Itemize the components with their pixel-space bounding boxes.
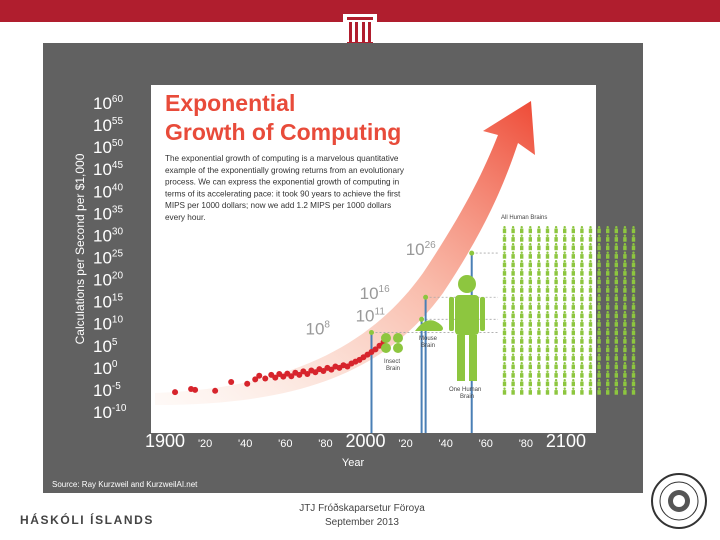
y-tick-label: 1020 — [93, 271, 123, 290]
data-point — [228, 378, 235, 385]
data-point — [212, 387, 219, 394]
y-tick-label: 10-5 — [93, 381, 121, 400]
y-tick-label: 105 — [93, 337, 118, 356]
y-tick-label: 1025 — [93, 249, 123, 268]
data-point — [288, 373, 295, 380]
milestone-marker — [368, 330, 374, 336]
description-line: every hour. — [165, 213, 206, 222]
x-tick-label: '60 — [479, 438, 493, 450]
description-line: process. We can express the exponential … — [165, 178, 400, 187]
top-bar — [0, 0, 720, 22]
data-point — [372, 346, 379, 353]
y-tick-label: 100 — [93, 359, 118, 378]
y-tick-label: 1030 — [93, 226, 123, 245]
x-tick-label: '40 — [238, 438, 252, 450]
all-humans-label: All Human Brains — [501, 215, 547, 221]
x-tick-label: '80 — [519, 438, 533, 450]
y-tick-label: 1050 — [93, 138, 123, 157]
data-point — [304, 371, 311, 378]
institution-name: HÁSKÓLI ÍSLANDS — [20, 513, 155, 527]
data-point — [256, 372, 263, 379]
data-point — [192, 386, 199, 393]
y-tick-label: 1060 — [93, 94, 123, 113]
chart-title-line2: Growth of Computing — [165, 119, 401, 145]
milestone-label: 1016 — [360, 284, 390, 303]
description-line: example of the exponentially growing ret… — [165, 166, 405, 175]
milestone-label: 1026 — [406, 240, 436, 259]
x-tick-label: '40 — [439, 438, 453, 450]
y-tick-label: 1035 — [93, 204, 123, 223]
data-point — [272, 374, 279, 381]
chart-slide: 108 1011 1016 1026 Exponential Growth of Co… — [43, 43, 643, 493]
insect-label-line2: Brain — [386, 366, 400, 372]
description-line: MIPS per 1000 dollars; now we add 1.2 MI… — [165, 201, 391, 210]
all-human-brains-grid — [502, 226, 636, 395]
human-label-line2: Brain — [460, 394, 474, 400]
mouse-brain-icon — [415, 320, 443, 331]
y-tick-label: 1015 — [93, 293, 123, 312]
x-tick-label: '20 — [398, 438, 412, 450]
y-tick-label: 1045 — [93, 160, 123, 179]
x-tick-label: 1900 — [145, 431, 185, 451]
x-tick-label: '20 — [198, 438, 212, 450]
x-axis-label: Year — [342, 457, 365, 469]
growth-arrow — [155, 101, 535, 405]
source-note: Source: Ray Kurzweil and KurzweilAI.net — [52, 480, 198, 489]
human-figure-icon — [449, 275, 485, 381]
description-line: terms of its accelerating pace: it took … — [165, 189, 401, 198]
x-tick-label: 2000 — [345, 431, 385, 451]
chart: 108 1011 1016 1026 Exponential Growth of Co… — [43, 85, 643, 493]
university-seal-icon — [651, 473, 707, 529]
data-point — [262, 375, 269, 382]
human-label-line1: One Human — [449, 387, 481, 393]
milestone-label: 108 — [305, 320, 330, 339]
x-tick-label: 2100 — [546, 431, 586, 451]
data-point — [244, 380, 251, 387]
insect-brain-icon — [381, 333, 403, 353]
y-tick-label: 1055 — [93, 116, 123, 135]
data-point — [172, 389, 179, 396]
insect-label-line1: Insect — [384, 359, 400, 365]
data-point — [296, 371, 303, 378]
x-tick-label: '60 — [278, 438, 292, 450]
footer-line2: September 2013 — [325, 517, 399, 528]
y-tick-label: 1010 — [93, 315, 123, 334]
milestone-marker — [419, 316, 425, 322]
mouse-label-line1: Mouse — [419, 336, 438, 342]
description-line: The exponential growth of computing is a… — [165, 154, 399, 163]
axis-band — [43, 433, 643, 493]
mouse-label-line2: Brain — [421, 343, 435, 349]
university-building-icon — [343, 14, 377, 46]
data-point — [252, 376, 259, 383]
y-axis-label: Calculations per Second per $1,000 — [73, 153, 87, 344]
chart-title-line1: Exponential — [165, 90, 295, 116]
y-tick-label: 1040 — [93, 182, 123, 201]
milestone-marker — [469, 250, 475, 256]
milestone-label: 1011 — [356, 306, 386, 325]
milestone-marker — [423, 294, 429, 300]
footer-caption: JTJ Fróðskaparsetur Föroya September 201… — [262, 502, 462, 530]
data-point — [376, 342, 383, 349]
y-tick-label: 10-10 — [93, 403, 127, 422]
footer-line1: JTJ Fróðskaparsetur Föroya — [299, 503, 425, 514]
x-tick-label: '80 — [318, 438, 332, 450]
